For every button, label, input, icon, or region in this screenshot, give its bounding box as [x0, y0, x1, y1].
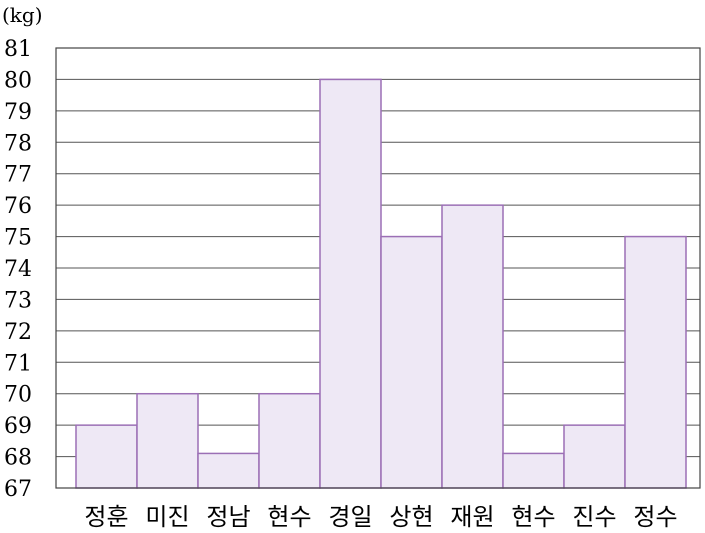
x-category-label: 경일 — [328, 503, 372, 531]
bar — [258, 392, 321, 489]
y-tick-label: 76 — [4, 194, 32, 219]
bar — [319, 78, 382, 489]
x-category-labels: 정훈 미진 정남 현수 경일 상현 재원 현수 진수 정수 — [84, 503, 677, 531]
y-tick-label: 74 — [4, 257, 32, 282]
x-category-label: 현수 — [511, 503, 555, 531]
y-tick-label: 77 — [4, 163, 32, 188]
bar — [75, 424, 138, 489]
bar — [380, 235, 443, 489]
x-category-label: 상현 — [389, 503, 433, 531]
y-tick-label: 81 — [4, 37, 32, 62]
bar — [624, 235, 687, 489]
y-tick-label: 73 — [4, 288, 32, 313]
x-category-label: 진수 — [572, 503, 616, 531]
y-tick-label: 79 — [4, 100, 32, 125]
x-category-label: 재원 — [450, 503, 494, 531]
plot-frame — [55, 47, 701, 489]
y-tick-label: 80 — [4, 68, 32, 93]
y-axis-unit-label: (kg) — [2, 3, 43, 27]
x-category-label: 현수 — [267, 503, 311, 531]
y-tick-label: 72 — [4, 320, 32, 345]
x-category-label: 정남 — [206, 503, 250, 531]
bar — [563, 424, 626, 489]
y-tick-label: 75 — [4, 226, 32, 251]
y-tick-label: 68 — [4, 446, 32, 471]
y-tick-label: 67 — [4, 477, 32, 502]
x-category-label: 정수 — [633, 503, 677, 531]
bar — [441, 204, 504, 489]
y-tick-label: 70 — [4, 383, 32, 408]
x-category-label: 미진 — [145, 503, 189, 531]
y-tick-label: 69 — [4, 414, 32, 439]
y-tick-label: 78 — [4, 131, 32, 156]
bars — [75, 78, 687, 489]
x-category-label: 정훈 — [84, 503, 128, 531]
y-tick-labels: 67 68 69 70 71 72 73 74 75 76 77 78 79 80 81 — [4, 37, 32, 502]
bar — [136, 392, 199, 489]
bar — [502, 452, 565, 489]
y-tick-label: 71 — [4, 351, 32, 376]
bar — [197, 452, 260, 489]
